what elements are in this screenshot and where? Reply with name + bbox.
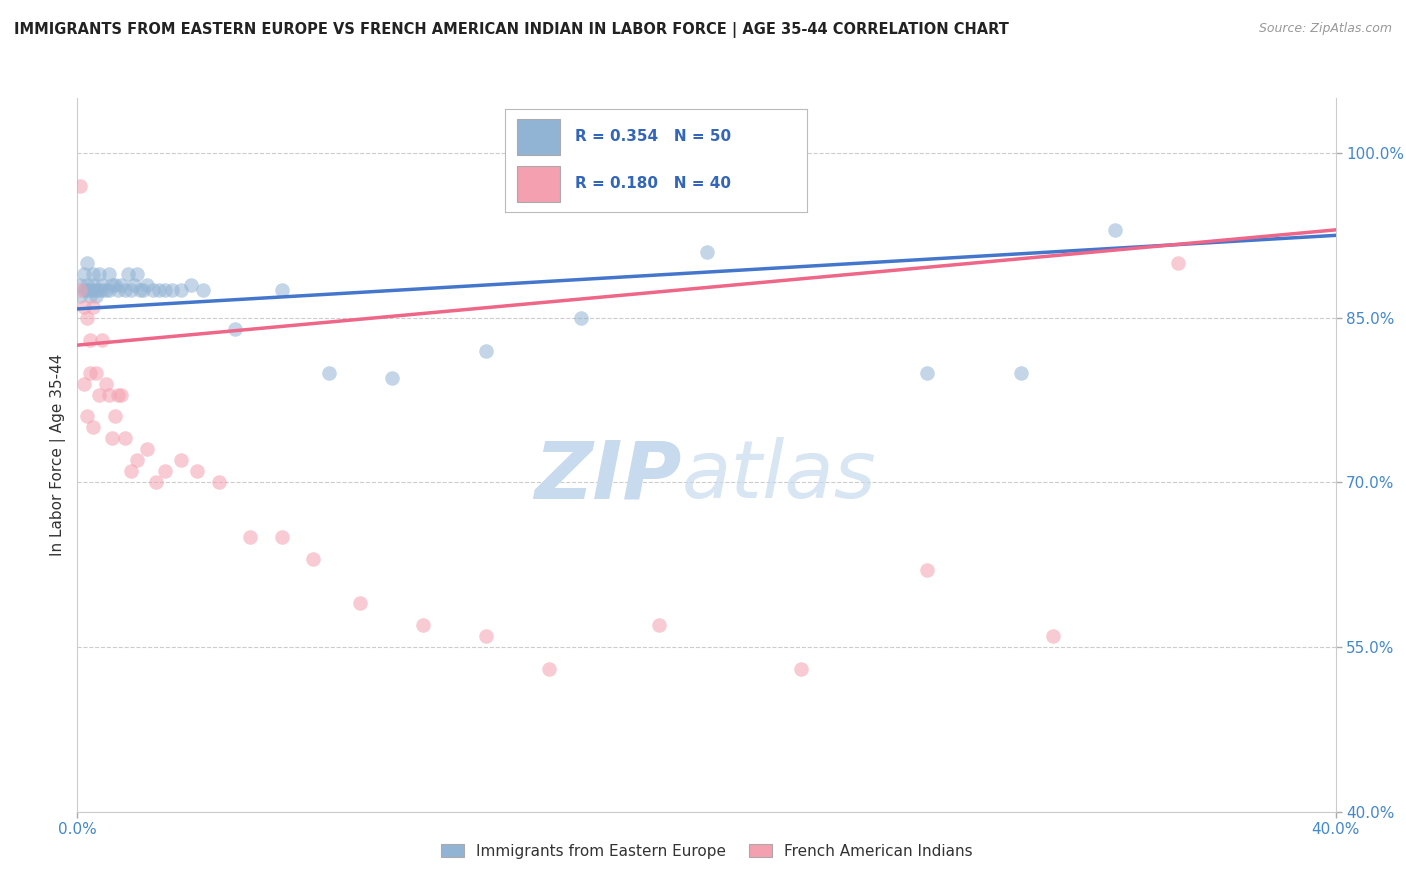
Point (69, 289, 91, 303)
Point (180, 277, 202, 292)
Point (648, 618, 671, 632)
Point (79, 366, 101, 380)
Point (110, 387, 132, 401)
Point (104, 277, 127, 292)
Point (97, 283, 120, 297)
Point (239, 530, 262, 544)
Text: ZIP: ZIP (534, 437, 682, 516)
Point (186, 464, 208, 478)
Point (122, 277, 145, 292)
Point (155, 464, 177, 478)
Point (145, 475, 167, 490)
Point (82, 300, 104, 314)
Point (110, 277, 132, 292)
Point (696, 244, 718, 259)
Point (91, 283, 114, 297)
Point (135, 442, 157, 457)
Point (1167, 256, 1189, 270)
Legend: Immigrants from Eastern Europe, French American Indians: Immigrants from Eastern Europe, French A… (434, 838, 979, 864)
Point (170, 283, 193, 297)
Point (127, 453, 149, 467)
Text: atlas: atlas (682, 437, 876, 516)
Point (84, 283, 107, 297)
Point (104, 409, 127, 424)
Point (72, 376, 94, 391)
Point (1042, 629, 1064, 643)
Point (72, 300, 94, 314)
Point (82, 420, 104, 434)
Point (101, 277, 124, 292)
Point (69, 277, 91, 292)
Point (69, 283, 91, 297)
Point (117, 267, 139, 281)
Point (475, 343, 498, 358)
Point (475, 629, 498, 643)
Point (318, 366, 340, 380)
Point (76, 310, 98, 325)
Point (94, 376, 117, 391)
Point (790, 662, 813, 676)
Point (160, 283, 183, 297)
Point (89, 387, 111, 401)
Point (270, 283, 292, 297)
Point (129, 283, 152, 297)
Point (82, 277, 104, 292)
Point (82, 267, 104, 281)
Point (132, 283, 155, 297)
Point (101, 432, 124, 446)
Point (84, 366, 107, 380)
Point (114, 432, 136, 446)
Point (349, 596, 371, 610)
Point (120, 283, 142, 297)
Point (120, 464, 142, 478)
Point (79, 283, 101, 297)
Point (170, 453, 193, 467)
Point (84, 289, 107, 303)
Point (76, 256, 98, 270)
Y-axis label: In Labor Force | Age 35-44: In Labor Force | Age 35-44 (51, 354, 66, 556)
Point (97, 267, 120, 281)
Point (135, 277, 157, 292)
Point (155, 283, 177, 297)
Point (76, 409, 98, 424)
Point (127, 267, 149, 281)
Point (1010, 366, 1032, 380)
Point (91, 333, 114, 347)
Point (148, 283, 170, 297)
Point (89, 283, 111, 297)
Point (569, 310, 592, 325)
Point (915, 366, 938, 380)
Point (381, 371, 404, 385)
Point (89, 267, 111, 281)
Point (94, 283, 117, 297)
Text: IMMIGRANTS FROM EASTERN EUROPE VS FRENCH AMERICAN INDIAN IN LABOR FORCE | AGE 35: IMMIGRANTS FROM EASTERN EUROPE VS FRENCH… (14, 22, 1010, 38)
Point (69, 178, 91, 193)
Point (97, 387, 120, 401)
Point (72, 267, 94, 281)
Point (1104, 223, 1126, 237)
Point (72, 283, 94, 297)
Point (915, 563, 938, 577)
Point (107, 283, 129, 297)
Point (82, 283, 104, 297)
Point (302, 552, 325, 566)
Point (412, 618, 434, 632)
Point (208, 475, 231, 490)
Point (270, 530, 292, 544)
Point (107, 387, 129, 401)
Point (224, 321, 246, 335)
Point (91, 277, 114, 292)
Point (79, 333, 101, 347)
Point (76, 283, 98, 297)
Point (142, 283, 165, 297)
Point (114, 283, 136, 297)
Point (76, 277, 98, 292)
Point (191, 283, 215, 297)
Point (79, 289, 101, 303)
Point (538, 662, 561, 676)
Text: Source: ZipAtlas.com: Source: ZipAtlas.com (1258, 22, 1392, 36)
